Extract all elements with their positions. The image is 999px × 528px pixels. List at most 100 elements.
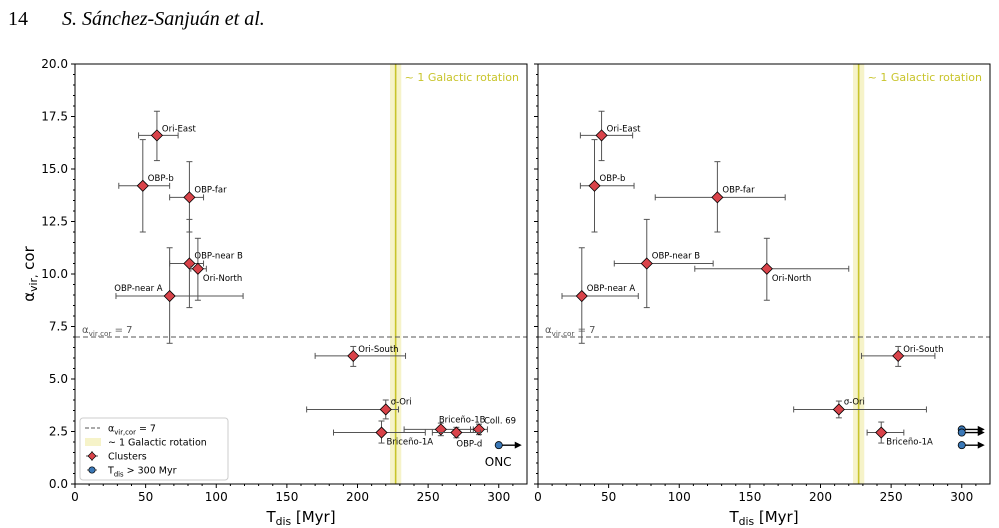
- point-label: OBP-near B: [652, 252, 701, 262]
- threshold-label: αvir,cor = 7: [545, 325, 596, 338]
- lower-limit-point-2: [957, 428, 985, 437]
- lower-limit-marker: [957, 428, 966, 437]
- y-axis-label: αvir, cor: [20, 245, 40, 301]
- y-tick-label: 0.0: [49, 477, 68, 491]
- x-tick-label: 150: [275, 490, 298, 504]
- cluster-marker: [347, 349, 360, 362]
- x-tick-label: 300: [487, 490, 510, 504]
- lower-limit-arrow-head: [977, 429, 985, 437]
- legend-entry-label: Clusters: [108, 452, 147, 463]
- legend-entry-label: αvir,cor = 7: [108, 424, 156, 437]
- y-tick-label: 7.5: [49, 320, 68, 334]
- cluster-marker: [472, 423, 486, 436]
- point-label: OBP-far: [194, 185, 227, 195]
- x-tick-label: 150: [738, 490, 761, 504]
- lower-limit-marker: [494, 441, 503, 450]
- x-tick-label: 300: [950, 490, 973, 504]
- cluster-point-ori-south: Ori-South: [860, 345, 944, 367]
- point-label: Ori-North: [772, 274, 811, 284]
- point-label: ONC: [485, 455, 512, 469]
- y-tick-label: 10.0: [41, 267, 68, 281]
- lower-limit-arrow-head: [514, 441, 522, 449]
- x-axis-label: Tdis [Myr]: [728, 508, 798, 528]
- cluster-marker: [434, 423, 447, 436]
- point-label: OBP-near A: [114, 284, 163, 294]
- y-tick-label: 2.5: [49, 425, 68, 439]
- cluster-point-obp-near-b: OBP-near B: [613, 218, 714, 309]
- cluster-point-sigma-ori: σ-Ori: [793, 397, 927, 419]
- x-tick-label: 100: [205, 490, 228, 504]
- cluster-marker: [379, 403, 392, 416]
- point-label: σ-Ori: [844, 397, 865, 407]
- lower-limit-marker: [957, 441, 966, 450]
- cluster-marker: [595, 129, 608, 142]
- cluster-marker: [875, 426, 888, 439]
- running-title-authors: S. Sánchez-Sanjuán et al.: [62, 8, 265, 30]
- legend-entry-label: Tdis > 300 Myr: [107, 466, 177, 479]
- cluster-point-briceno-1a: Briceño-1A: [332, 420, 434, 448]
- legend-handle-rotation: [85, 438, 101, 446]
- point-label: OBP-far: [722, 185, 755, 195]
- page-number: 14: [8, 8, 28, 30]
- point-label: Ori-East: [162, 124, 197, 134]
- cluster-marker: [832, 403, 845, 416]
- point-label: σ-Ori: [391, 397, 412, 407]
- point-label: Ori-South: [903, 345, 943, 355]
- lower-limit-arrow-head: [977, 441, 985, 449]
- cluster-marker: [150, 129, 163, 142]
- threshold-label: αvir,cor = 7: [82, 325, 133, 338]
- legend-handle-cluster: [87, 451, 97, 461]
- page-header: 14 S. Sánchez-Sanjuán et al.: [0, 0, 999, 44]
- cluster-point-ori-east: Ori-East: [138, 110, 197, 162]
- lower-limit-point-onc: ONC: [485, 441, 522, 469]
- cluster-point-obp-far: OBP-far: [169, 161, 227, 233]
- point-label: OBP-near B: [194, 252, 243, 262]
- cluster-marker: [450, 426, 463, 439]
- point-label: OBP-near A: [587, 284, 636, 294]
- x-tick-label: 200: [346, 490, 369, 504]
- legend: αvir,cor = 7~ 1 Galactic rotation Cluster…: [79, 417, 229, 481]
- y-tick-label: 5.0: [49, 372, 68, 386]
- cluster-marker: [711, 191, 724, 204]
- cluster-point-ori-north: Ori-North: [694, 237, 850, 301]
- y-tick-label: 15.0: [41, 162, 68, 176]
- cluster-marker: [163, 289, 176, 303]
- right-panel: ~ 1 Galactic rotation αvir,cor = 7 0 50 100 1…: [534, 63, 991, 528]
- y-tick-label: 20.0: [41, 57, 68, 71]
- cluster-marker: [588, 179, 601, 192]
- x-axis-label: Tdis [Myr]: [265, 508, 335, 528]
- point-label: Briceño-1B: [439, 415, 486, 425]
- x-tick-label: 0: [534, 490, 542, 504]
- cluster-point-sigma-ori: σ-Ori: [306, 397, 412, 420]
- cluster-marker: [640, 257, 653, 270]
- point-label: OBP-d: [456, 440, 482, 450]
- legend-entry-label: ~ 1 Galactic rotation: [108, 438, 207, 449]
- point-label: Ori-South: [358, 345, 398, 355]
- cluster-point-obp-near-b: OBP-near B: [169, 218, 243, 309]
- cluster-marker: [183, 191, 196, 204]
- x-tick-label: 0: [71, 490, 79, 504]
- cluster-marker: [375, 426, 388, 439]
- cluster-marker: [136, 179, 149, 192]
- point-label: Ori-North: [203, 274, 242, 284]
- point-label: Briceño-1A: [886, 438, 933, 448]
- cluster-point-obp-far: OBP-far: [654, 161, 786, 233]
- cluster-point-obp-near-a: OBP-near A: [114, 247, 244, 344]
- x-tick-label: 200: [809, 490, 832, 504]
- point-label: Briceño-1A: [387, 438, 434, 448]
- y-tick-label: 17.5: [41, 110, 68, 124]
- x-tick-label: 250: [880, 490, 903, 504]
- cluster-point-briceno-1a: Briceño-1A: [866, 421, 933, 448]
- point-label: OBP-b: [600, 174, 626, 184]
- x-tick-label: 250: [417, 490, 440, 504]
- cluster-point-ori-south: Ori-South: [314, 345, 407, 367]
- cluster-point-briceno-1b: Briceño-1B: [403, 415, 486, 437]
- y-tick-label: 12.5: [41, 215, 68, 229]
- rotation-label: ~ 1 Galactic rotation: [405, 71, 519, 84]
- cluster-marker: [892, 349, 905, 362]
- cluster-marker: [575, 289, 588, 303]
- cluster-marker: [760, 262, 773, 275]
- cluster-point-obp-b: OBP-b: [118, 139, 174, 233]
